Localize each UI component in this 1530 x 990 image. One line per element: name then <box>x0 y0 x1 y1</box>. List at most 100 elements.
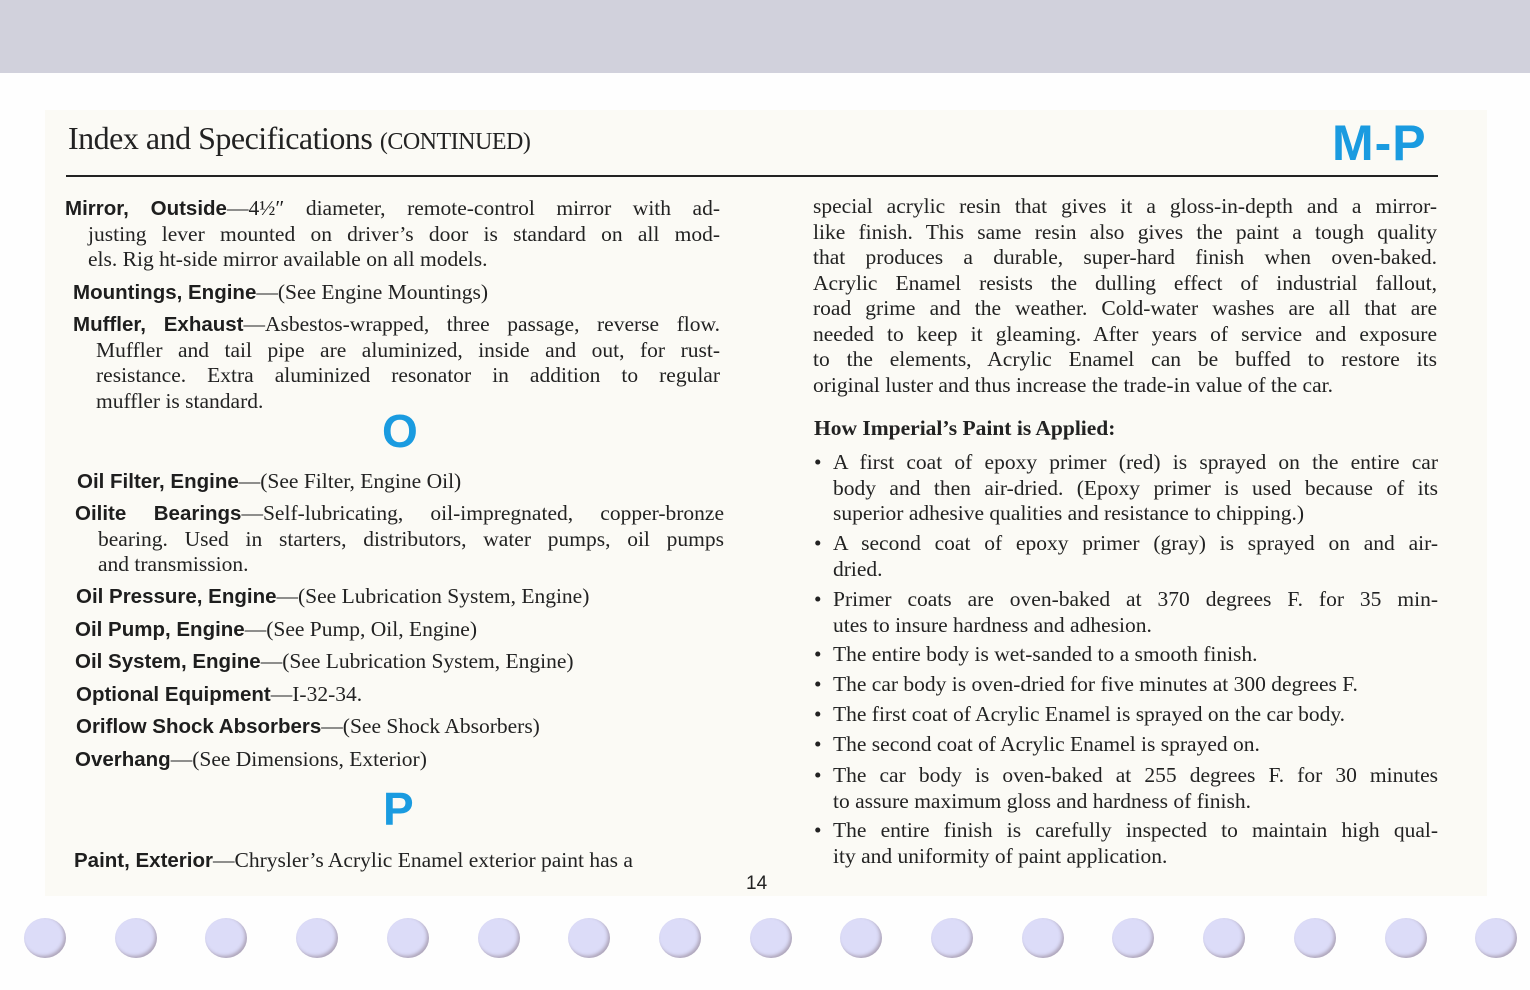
index-entry: Oil Pump, Engine—(See Pump, Oil, Engine) <box>75 617 720 643</box>
entry-text: justing lever mounted on driver’s door i… <box>88 221 720 246</box>
entry-line: Oil Pump, Engine—(See Pump, Oil, Engine) <box>75 617 720 643</box>
binder-hole <box>840 918 883 958</box>
paragraph-line: road grime and the weather. Cold-water w… <box>813 296 1437 320</box>
index-entry: Mountings, Engine—(See Engine Mountings) <box>73 280 720 306</box>
entry-term: Oil Pressure, Engine <box>76 585 277 608</box>
bullet-icon: • <box>814 587 822 611</box>
entry-text: —Asbestos-wrapped, three passage, revers… <box>243 312 721 336</box>
entry-text: —(See Lubrication System, Engine) <box>260 649 574 673</box>
step-line: A first coat of epoxy primer (red) is sp… <box>833 450 1438 474</box>
step-line: A second coat of epoxy primer (gray) is … <box>833 531 1438 555</box>
entry-line: Mirror, Outside—4½″ diameter, remote-con… <box>65 196 720 222</box>
entry-term: Paint, Exterior <box>74 849 213 872</box>
step-line: dried. <box>833 556 883 581</box>
entry-line: Paint, Exterior—Chrysler’s Acrylic Ename… <box>74 848 724 874</box>
binder-hole <box>1021 918 1064 958</box>
entry-line: Oilite Bearings—Self-lubricating, oil-im… <box>75 501 724 527</box>
entry-text: —Chrysler’s Acrylic Enamel exterior pain… <box>213 848 633 872</box>
step-line: Primer coats are oven-baked at 370 degre… <box>833 587 1438 611</box>
entry-line: Oil Filter, Engine—(See Filter, Engine O… <box>77 469 720 495</box>
entry-term: Oriflow Shock Absorbers <box>76 715 322 738</box>
paragraph-line: special acrylic resin that gives it a gl… <box>813 194 1437 218</box>
entry-line: bearing. Used in starters, distributors,… <box>75 527 724 553</box>
paint-step: • The entire finish is carefully inspecte… <box>814 818 1438 869</box>
paint-step: • A second coat of epoxy primer (gray) is… <box>814 531 1438 582</box>
step-line: The entire finish is carefully inspected… <box>833 818 1438 842</box>
entry-term: Mountings, Engine <box>73 281 257 304</box>
index-entry: Oriflow Shock Absorbers—(See Shock Absor… <box>76 714 720 740</box>
page-title: Index and Specifications (CONTINUED) <box>68 120 531 157</box>
step-line: superior adhesive qualities and resistan… <box>833 501 1305 525</box>
paragraph-line: that produces a durable, super-hard fini… <box>813 245 1437 269</box>
binder-hole <box>386 918 429 958</box>
paint-step: • The car body is oven-baked at 255 degre… <box>814 763 1438 814</box>
title-text: Index and Specifications <box>68 120 373 156</box>
header-rule <box>66 175 1438 177</box>
step-line: to assure maximum gloss and hardness of … <box>833 788 1252 813</box>
section-letter-p: P <box>383 783 414 835</box>
entry-term: Muffler, Exhaust <box>73 313 244 336</box>
entry-term: Oilite Bearings <box>75 502 242 525</box>
paragraph-line: to the elements, Acrylic Enamel can be b… <box>813 347 1437 371</box>
entry-line: Overhang—(See Dimensions, Exterior) <box>75 747 720 773</box>
binder-hole <box>1475 918 1518 958</box>
paint-description: special acrylic resin that gives it a gl… <box>813 194 1437 398</box>
entry-line: Oil Pressure, Engine—(See Lubrication Sy… <box>76 584 720 610</box>
entry-term: Oil Pump, Engine <box>75 618 245 641</box>
step-line: The car body is oven-baked at 255 degree… <box>833 763 1438 787</box>
entry-term: Optional Equipment <box>76 683 271 706</box>
binder-hole <box>931 918 973 958</box>
entry-text: —(See Dimensions, Exterior) <box>170 747 427 771</box>
entry-line: muffler is standard. <box>73 389 720 415</box>
binder-hole <box>1203 918 1246 958</box>
paragraph-line: Acrylic Enamel resists the dulling effec… <box>813 270 1437 295</box>
index-entry: Paint, Exterior—Chrysler’s Acrylic Ename… <box>74 848 724 874</box>
entry-line: justing lever mounted on driver’s door i… <box>65 222 720 248</box>
entry-text: bearing. Used in starters, distributors,… <box>98 526 724 551</box>
bullet-icon: • <box>814 642 822 666</box>
entry-term: Mirror, Outside <box>65 197 227 220</box>
page-sheet <box>45 110 1487 896</box>
paragraph-line: original luster and thus increase the tr… <box>813 372 1333 397</box>
entry-text: —(See Engine Mountings) <box>256 280 489 304</box>
entry-text: els. Rig ht-side mirror available on all… <box>88 247 488 271</box>
index-entry: Optional Equipment—I-32-34. <box>76 682 720 708</box>
index-entry: Oil Pressure, Engine—(See Lubrication Sy… <box>76 584 720 610</box>
paint-step: • The car body is oven-dried for five min… <box>814 672 1438 698</box>
bullet-icon: • <box>814 531 822 555</box>
binder-hole <box>658 918 701 958</box>
title-suffix: (CONTINUED) <box>379 129 531 155</box>
entry-text: —4½″ diameter, remote-control mirror wit… <box>226 196 721 220</box>
index-entry: Oilite Bearings—Self-lubricating, oil-im… <box>75 501 724 578</box>
entry-text: Muffler and tail pipe are aluminized, in… <box>96 337 720 362</box>
entry-term: Oil Filter, Engine <box>77 470 239 493</box>
binder-hole <box>296 918 339 958</box>
entry-text: —I-32-34. <box>270 682 363 706</box>
entry-line: Muffler, Exhaust—Asbestos-wrapped, three… <box>73 312 720 338</box>
entry-text: —(See Lubrication System, Engine) <box>276 584 590 608</box>
bullet-icon: • <box>814 732 822 756</box>
bullet-icon: • <box>814 702 822 726</box>
entry-line: and transmission. <box>75 552 724 578</box>
entry-line: Oil System, Engine—(See Lubrication Syst… <box>75 649 720 675</box>
entry-line: resistance. Extra aluminized resonator i… <box>73 363 720 389</box>
entry-text: —(See Filter, Engine Oil) <box>238 469 462 493</box>
binder-hole <box>1384 918 1427 958</box>
binder-hole <box>205 918 248 958</box>
step-line: The first coat of Acrylic Enamel is spra… <box>833 702 1346 726</box>
index-entry: Muffler, Exhaust—Asbestos-wrapped, three… <box>73 312 720 414</box>
bullet-icon: • <box>814 818 822 842</box>
entry-term: Oil System, Engine <box>75 650 261 673</box>
step-line: The second coat of Acrylic Enamel is spr… <box>833 732 1260 756</box>
bullet-icon: • <box>814 763 822 787</box>
entry-line: Oriflow Shock Absorbers—(See Shock Absor… <box>76 714 720 740</box>
entry-text: —(See Pump, Oil, Engine) <box>244 617 478 641</box>
entry-text: —(See Shock Absorbers) <box>321 714 540 738</box>
step-line: The car body is oven-dried for five minu… <box>833 672 1358 696</box>
entry-text: and transmission. <box>98 552 249 576</box>
paragraph-line: needed to keep it gleaming. After years … <box>813 321 1437 346</box>
binder-hole <box>568 918 611 958</box>
paint-step: • Primer coats are oven-baked at 370 degr… <box>814 587 1438 638</box>
binder-hole <box>24 918 66 958</box>
binder-hole <box>1293 918 1336 958</box>
